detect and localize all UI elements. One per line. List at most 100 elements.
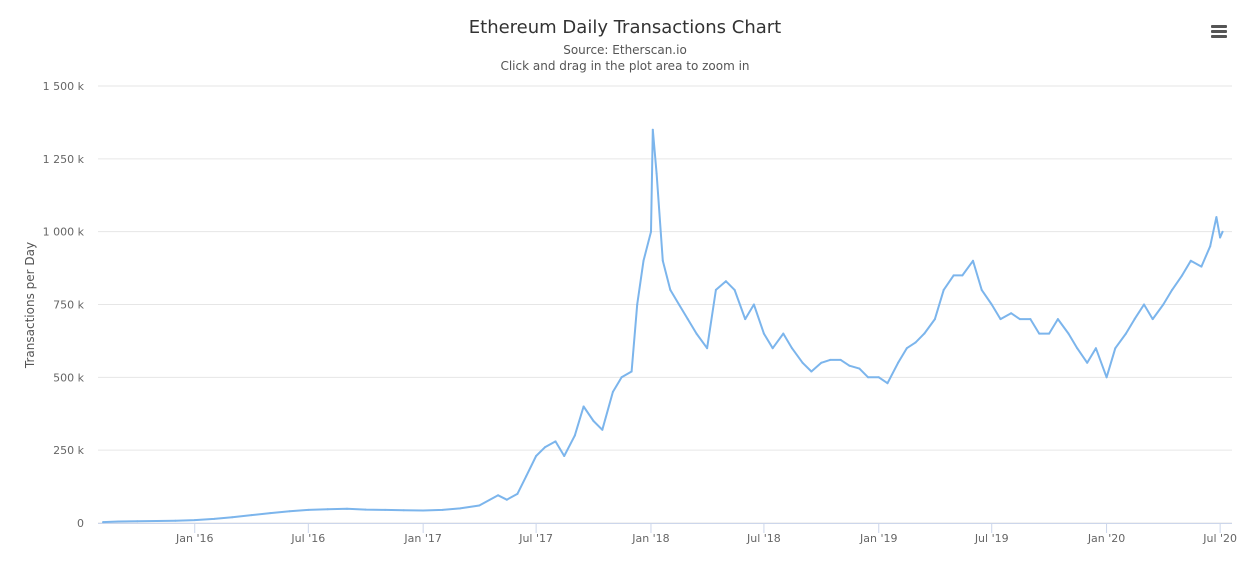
data-point[interactable]	[636, 303, 639, 306]
data-point[interactable]	[1124, 332, 1127, 335]
data-point[interactable]	[1200, 265, 1203, 268]
data-point[interactable]	[942, 288, 945, 291]
data-point[interactable]	[952, 274, 955, 277]
data-point[interactable]	[573, 434, 576, 437]
data-point[interactable]	[724, 280, 727, 283]
data-point[interactable]	[250, 514, 253, 517]
chart-menu-button[interactable]	[1206, 18, 1233, 44]
data-point[interactable]	[669, 288, 672, 291]
data-point[interactable]	[459, 507, 461, 510]
data-point[interactable]	[213, 517, 216, 520]
data-point[interactable]	[592, 420, 595, 422]
data-point[interactable]	[384, 508, 387, 511]
data-point[interactable]	[193, 519, 196, 522]
data-point[interactable]	[650, 230, 652, 233]
data-point[interactable]	[706, 347, 709, 350]
data-point[interactable]	[102, 521, 104, 524]
data-point[interactable]	[1029, 318, 1032, 321]
data-point[interactable]	[505, 498, 508, 501]
data-point[interactable]	[810, 370, 813, 373]
data-point[interactable]	[288, 510, 291, 513]
data-point[interactable]	[762, 332, 765, 335]
data-point[interactable]	[231, 516, 234, 519]
data-point[interactable]	[933, 318, 936, 321]
data-point[interactable]	[980, 288, 983, 291]
data-point[interactable]	[269, 512, 272, 515]
data-point[interactable]	[695, 332, 698, 335]
data-point[interactable]	[441, 508, 444, 511]
data-point[interactable]	[1010, 312, 1013, 315]
data-point[interactable]	[611, 390, 614, 393]
data-point[interactable]	[1076, 347, 1079, 350]
data-point[interactable]	[914, 341, 917, 344]
data-point[interactable]	[714, 288, 717, 291]
data-point[interactable]	[1143, 303, 1145, 306]
data-point[interactable]	[905, 347, 908, 350]
data-point[interactable]	[661, 259, 664, 262]
data-point[interactable]	[554, 440, 557, 443]
data-point[interactable]	[961, 274, 964, 277]
data-point[interactable]	[1038, 332, 1041, 335]
data-point[interactable]	[877, 376, 880, 379]
data-point[interactable]	[733, 288, 736, 291]
data-point[interactable]	[136, 520, 139, 523]
data-point[interactable]	[990, 303, 993, 306]
data-point[interactable]	[1189, 259, 1192, 262]
data-point[interactable]	[1048, 332, 1051, 335]
data-point[interactable]	[1105, 376, 1108, 379]
data-point[interactable]	[1056, 318, 1059, 321]
data-point[interactable]	[651, 128, 654, 131]
data-point[interactable]	[642, 259, 645, 262]
series-layer[interactable]	[102, 128, 1224, 524]
data-point[interactable]	[630, 370, 633, 373]
data-point[interactable]	[117, 520, 120, 523]
data-point[interactable]	[655, 172, 658, 175]
data-point[interactable]	[839, 358, 842, 361]
data-point[interactable]	[1219, 236, 1222, 239]
data-point[interactable]	[923, 332, 926, 335]
data-point[interactable]	[867, 376, 870, 379]
data-point[interactable]	[364, 508, 367, 511]
data-point[interactable]	[829, 358, 832, 361]
data-point[interactable]	[999, 318, 1002, 321]
data-point[interactable]	[422, 509, 425, 512]
data-point[interactable]	[1086, 361, 1089, 364]
data-point[interactable]	[174, 519, 177, 522]
data-point[interactable]	[326, 508, 329, 511]
data-point[interactable]	[848, 364, 851, 367]
data-point[interactable]	[497, 494, 500, 497]
data-point[interactable]	[886, 382, 889, 385]
data-point[interactable]	[771, 347, 774, 350]
data-point[interactable]	[1181, 274, 1184, 277]
data-point[interactable]	[1209, 245, 1212, 248]
data-point[interactable]	[478, 504, 481, 507]
data-point[interactable]	[1018, 318, 1021, 321]
data-point[interactable]	[346, 507, 348, 510]
data-point[interactable]	[744, 318, 747, 321]
data-point[interactable]	[678, 303, 680, 306]
data-point[interactable]	[1221, 230, 1224, 233]
data-point[interactable]	[858, 367, 861, 370]
data-point[interactable]	[897, 361, 900, 364]
data-point[interactable]	[582, 405, 585, 408]
data-point[interactable]	[1094, 347, 1097, 350]
data-point[interactable]	[972, 259, 974, 262]
data-point[interactable]	[820, 361, 823, 364]
data-point[interactable]	[307, 508, 310, 511]
data-point[interactable]	[620, 376, 623, 379]
data-point[interactable]	[1133, 318, 1136, 321]
data-point[interactable]	[801, 361, 804, 364]
data-point[interactable]	[543, 446, 546, 449]
data-point[interactable]	[782, 332, 785, 335]
data-point[interactable]	[1171, 288, 1174, 291]
data-point[interactable]	[791, 347, 793, 350]
data-point[interactable]	[402, 509, 405, 512]
series-line[interactable]	[102, 128, 1224, 524]
data-point[interactable]	[752, 303, 755, 306]
data-point[interactable]	[686, 318, 689, 321]
data-point[interactable]	[1114, 347, 1117, 350]
data-point[interactable]	[516, 492, 519, 495]
data-point[interactable]	[535, 455, 538, 457]
data-point[interactable]	[563, 455, 566, 457]
